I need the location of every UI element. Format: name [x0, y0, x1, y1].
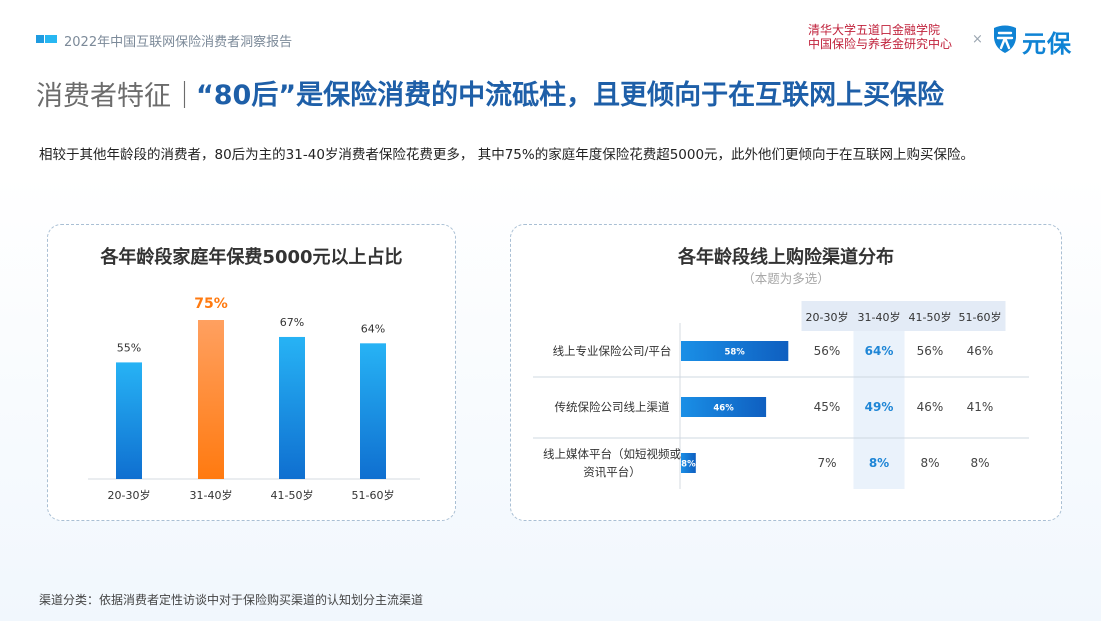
channel-bar-label: 46% — [713, 404, 734, 414]
table-cell: 56% — [917, 344, 944, 358]
table-cell: 8% — [970, 456, 989, 470]
footnote: 渠道分类：依据消费者定性访谈中对于保险购买渠道的认知划分主流渠道 — [39, 593, 424, 607]
partner-separator: × — [972, 32, 983, 47]
bar-51-60岁 — [360, 343, 386, 479]
row-label: 线上专业保险公司/平台 — [553, 344, 672, 358]
table-cell: 7% — [817, 456, 836, 470]
report-name: 2022年中国互联网保险消费者洞察报告 — [64, 35, 293, 50]
bar-20-30岁 — [116, 362, 142, 479]
table-cell: 46% — [967, 344, 994, 358]
x-tick-label: 31-40岁 — [190, 488, 233, 502]
channel-chart-title: 各年龄段线上购险渠道分布 — [678, 247, 894, 268]
table-cell: 8% — [920, 456, 939, 470]
channel-bar-label: 8% — [681, 460, 696, 470]
bar-value-label: 55% — [117, 341, 141, 354]
table-header-bg — [801, 301, 1006, 331]
channel-chart-panel: 各年龄段线上购险渠道分布 （本题为多选） 20-30岁 31-40岁 41-50岁 5… — [510, 224, 1062, 521]
channel-bar — [681, 341, 789, 361]
premium-bar-chart: 55% 20-30岁 75% 31-40岁 67% 41-50岁 64% 51-60岁 — [88, 296, 420, 502]
report-mark-icon — [36, 35, 44, 43]
column-header: 41-50岁 — [909, 310, 952, 324]
page-title: “80后”是保险消费的中流砥柱，且更倾向于在互联网上买保险 — [196, 80, 945, 111]
bar-value-label: 67% — [280, 316, 304, 329]
institution-name: 清华大学五道口金融学院 中国保险与养老金研究中心 — [808, 23, 978, 51]
table-cell: 46% — [917, 400, 944, 414]
channel-bar — [681, 397, 767, 417]
x-tick-label: 41-50岁 — [271, 488, 314, 502]
table-cell: 41% — [967, 400, 994, 414]
table-cell: 45% — [814, 400, 841, 414]
channel-bar-label: 58% — [724, 348, 745, 358]
bar-value-label: 64% — [361, 322, 385, 335]
premium-chart-panel: 各年龄段家庭年保费5000元以上占比 55% 20-30岁 75% 31-40岁 67%… — [47, 224, 456, 521]
institution-line-1: 清华大学五道口金融学院 — [808, 23, 941, 37]
column-header: 51-60岁 — [959, 310, 1002, 324]
bar-31-40岁 — [198, 320, 224, 479]
multi-select-note: （本题为多选） — [742, 271, 830, 286]
logo-text: 元保 — [1022, 30, 1072, 58]
table-cell: 64% — [865, 344, 894, 358]
channel-bar — [681, 453, 696, 473]
row-label: 资讯平台） — [583, 465, 641, 479]
section-title: 消费者特征｜ — [36, 81, 198, 112]
bar-41-50岁 — [279, 336, 305, 479]
premium-chart-title: 各年龄段家庭年保费5000元以上占比 — [100, 247, 403, 268]
row-label: 线上媒体平台（如短视频或 — [543, 447, 681, 461]
table-cell: 49% — [865, 400, 894, 414]
report-mark-icon-accent — [45, 35, 57, 43]
row-label: 传统保险公司线上渠道 — [555, 400, 670, 414]
yuanbao-logo-icon — [994, 25, 1016, 53]
column-header: 31-40岁 — [858, 310, 901, 324]
highlight-column-bg — [853, 331, 905, 489]
bar-value-label: 75% — [194, 296, 228, 312]
column-header: 20-30岁 — [806, 310, 849, 324]
table-cell: 8% — [869, 456, 889, 470]
institution-line-2: 中国保险与养老金研究中心 — [808, 37, 953, 51]
page-subtitle: 相较于其他年龄段的消费者，80后为主的31-40岁消费者保险花费更多， 其中75… — [39, 147, 975, 163]
x-tick-label: 20-30岁 — [108, 488, 151, 502]
x-tick-label: 51-60岁 — [352, 488, 395, 502]
table-cell: 56% — [814, 344, 841, 358]
